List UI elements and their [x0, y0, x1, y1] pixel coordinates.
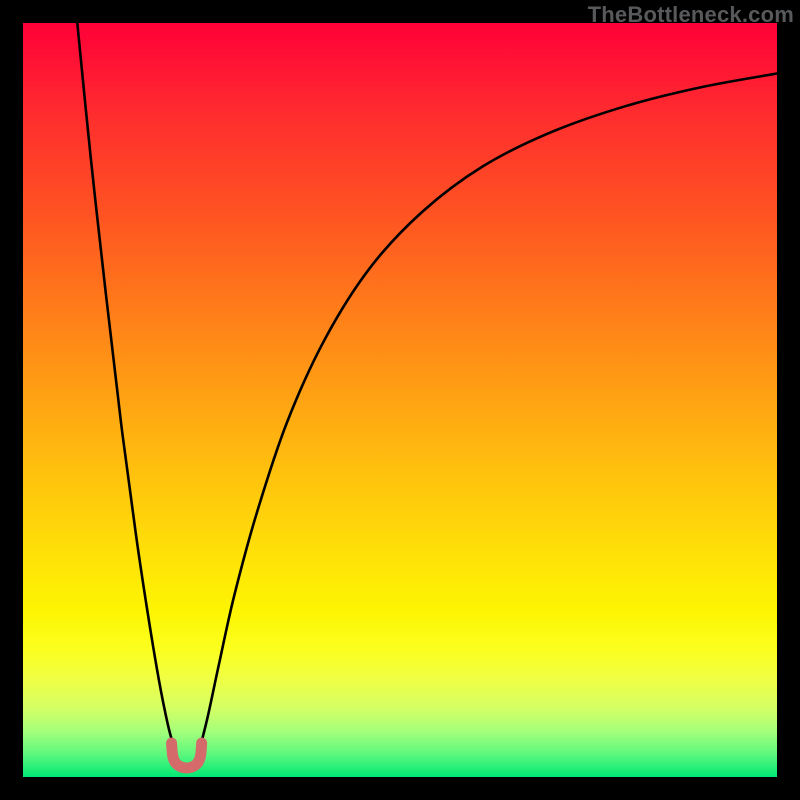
- chart-frame: TheBottleneck.com: [0, 0, 800, 800]
- chart-svg: [0, 0, 800, 800]
- watermark-text: TheBottleneck.com: [588, 2, 794, 28]
- chart-gradient-background: [23, 23, 777, 777]
